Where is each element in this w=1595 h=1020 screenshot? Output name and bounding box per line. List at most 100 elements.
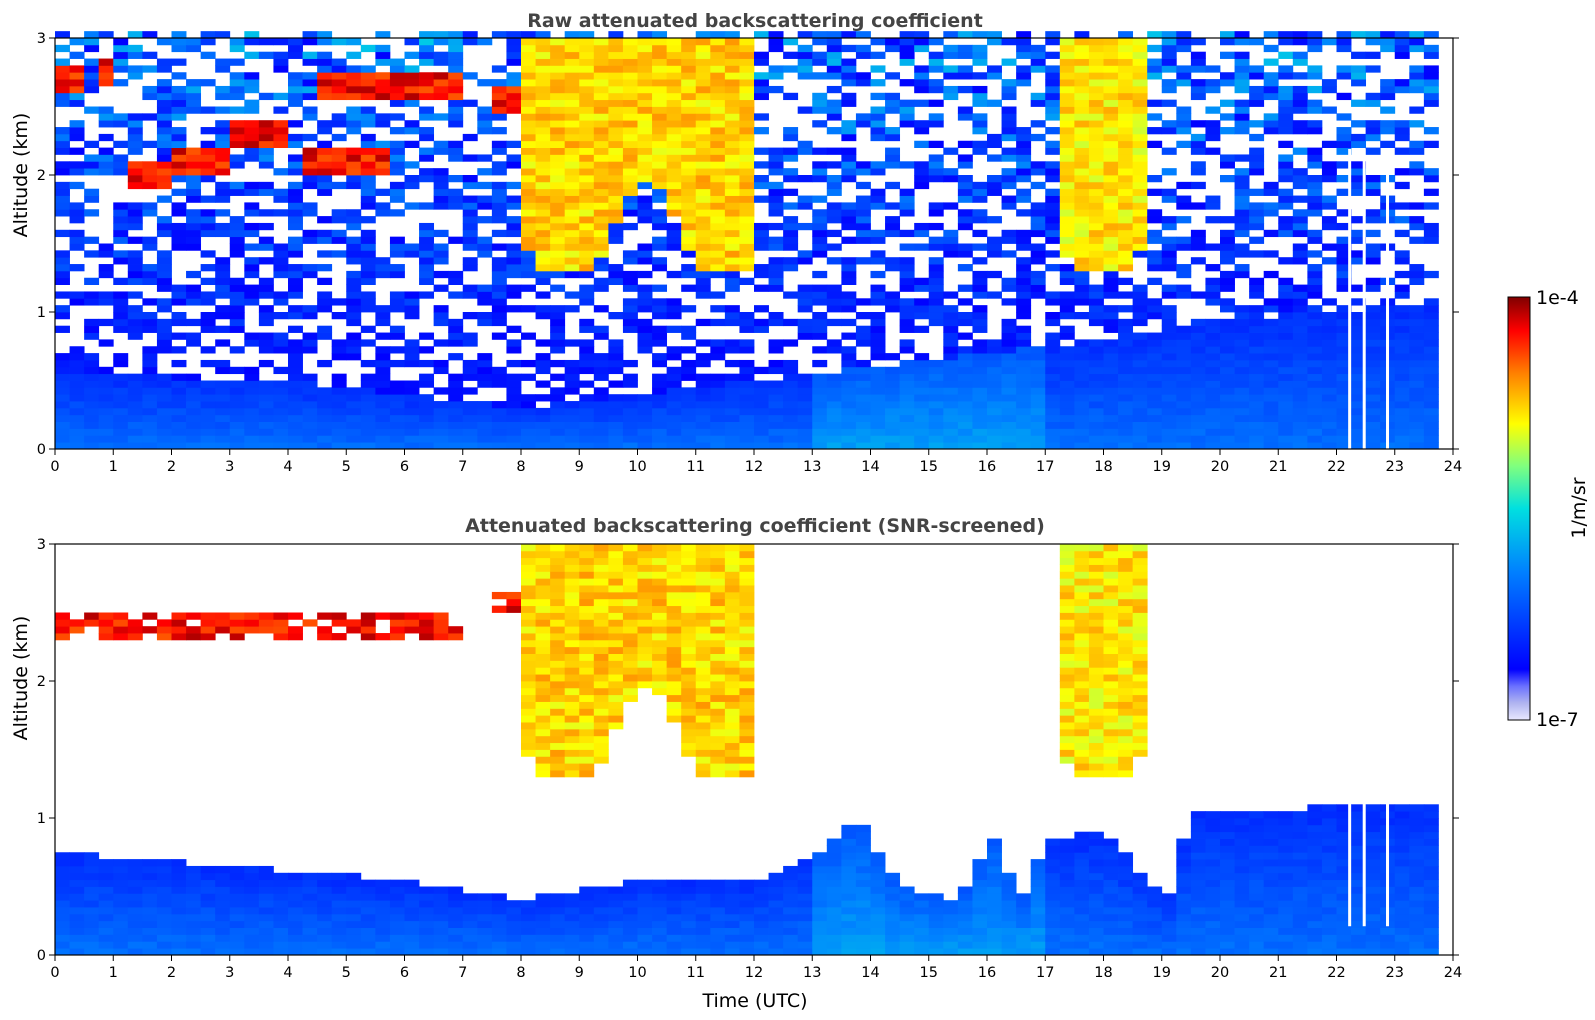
raw-heatmap-cell <box>375 31 391 39</box>
raw-heatmap-cell <box>914 401 930 409</box>
raw-heatmap-cell <box>957 85 973 94</box>
raw-heatmap-cell <box>273 58 289 66</box>
screened-heatmap-cell <box>579 756 595 764</box>
raw-heatmap-cell <box>797 421 813 429</box>
screened-heatmap-cell <box>448 626 464 634</box>
raw-heatmap-cell <box>608 92 624 101</box>
raw-heatmap-cell <box>1190 161 1206 169</box>
raw-heatmap-cell <box>1292 250 1308 258</box>
screened-heatmap-cell <box>171 900 187 908</box>
raw-heatmap-cell <box>156 85 172 94</box>
raw-heatmap-cell <box>1220 38 1235 46</box>
raw-heatmap-cell <box>84 407 100 416</box>
raw-heatmap-cell <box>317 168 333 176</box>
raw-heatmap-cell <box>1016 394 1032 402</box>
raw-heatmap-cell <box>1307 325 1323 333</box>
raw-xtick-label: 7 <box>458 459 467 475</box>
raw-ytick-label: 0 <box>37 442 46 458</box>
raw-heatmap-cell <box>317 154 333 162</box>
raw-heatmap-cell <box>593 51 609 59</box>
screened-heatmap-cell <box>521 927 536 935</box>
raw-heatmap-cell <box>1220 305 1235 313</box>
raw-heatmap-cell <box>288 216 303 224</box>
raw-heatmap-cell <box>1190 257 1206 265</box>
raw-heatmap-cell <box>943 236 959 244</box>
screened-heatmap-cell <box>608 687 624 696</box>
raw-heatmap-cell <box>812 401 828 409</box>
screened-heatmap-cell <box>593 653 609 661</box>
raw-heatmap-cell <box>957 428 973 436</box>
raw-heatmap-cell <box>448 435 464 443</box>
raw-heatmap-cell <box>98 31 114 39</box>
screened-heatmap-cell <box>622 564 638 572</box>
raw-heatmap-cell <box>142 140 158 148</box>
raw-heatmap-cell <box>1423 44 1439 53</box>
raw-heatmap-cell <box>652 188 668 196</box>
raw-heatmap-cell <box>1249 373 1265 381</box>
raw-heatmap-cell <box>389 250 405 258</box>
raw-heatmap-cell <box>579 346 595 354</box>
raw-heatmap-cell <box>1190 181 1206 190</box>
raw-heatmap-cell <box>1118 147 1134 155</box>
raw-heatmap-cell <box>1030 222 1046 231</box>
raw-heatmap-cell <box>521 305 536 313</box>
raw-heatmap-cell <box>288 181 303 190</box>
raw-heatmap-cell <box>1074 154 1090 162</box>
screened-heatmap-cell <box>521 934 536 942</box>
screened-heatmap-cell <box>550 544 566 552</box>
raw-heatmap-cell <box>521 229 536 238</box>
raw-heatmap-cell <box>550 332 566 340</box>
raw-heatmap-cell <box>535 202 551 210</box>
raw-heatmap-cell <box>1292 298 1308 306</box>
raw-heatmap-cell <box>477 291 493 299</box>
raw-heatmap-cell <box>375 401 391 409</box>
raw-heatmap-cell <box>564 38 580 46</box>
raw-heatmap-cell <box>229 58 245 66</box>
raw-heatmap-cell <box>928 394 944 402</box>
screened-heatmap-cell <box>535 927 551 935</box>
raw-heatmap-cell <box>1074 106 1090 114</box>
raw-heatmap-cell <box>171 168 187 176</box>
raw-heatmap-cell <box>1263 353 1279 361</box>
raw-heatmap-cell <box>783 264 799 272</box>
raw-heatmap-cell <box>113 353 129 361</box>
raw-heatmap-cell <box>288 359 303 368</box>
raw-heatmap-cell <box>579 120 595 128</box>
raw-heatmap-cell <box>360 229 376 238</box>
raw-heatmap-cell <box>826 442 842 450</box>
raw-heatmap-cell <box>841 72 857 80</box>
raw-heatmap-cell <box>1409 339 1425 347</box>
screened-heatmap-cell <box>244 941 260 949</box>
raw-heatmap-cell <box>1394 147 1410 155</box>
raw-heatmap-cell <box>1132 44 1148 53</box>
raw-heatmap-cell <box>812 318 828 327</box>
raw-heatmap-cell <box>1088 257 1104 265</box>
raw-heatmap-cell <box>1336 305 1352 313</box>
raw-heatmap-cell <box>608 133 624 142</box>
screened-heatmap-cell <box>622 605 638 613</box>
raw-heatmap-cell <box>127 175 143 183</box>
screened-heatmap-cell <box>317 633 333 641</box>
screened-heatmap-cell <box>55 893 70 901</box>
raw-heatmap-cell <box>1147 366 1163 375</box>
raw-heatmap-cell <box>1059 401 1075 409</box>
screened-heatmap-cell <box>491 927 507 935</box>
raw-heatmap-cell <box>84 353 100 361</box>
raw-heatmap-cell <box>739 120 755 128</box>
screened-heatmap-cell <box>535 646 551 654</box>
raw-heatmap-cell <box>1161 51 1177 59</box>
raw-heatmap-cell <box>288 222 303 231</box>
raw-heatmap-cell <box>1321 312 1337 320</box>
raw-heatmap-cell <box>127 270 143 279</box>
raw-heatmap-cell <box>1132 366 1148 375</box>
raw-heatmap-cell <box>1088 353 1104 361</box>
raw-heatmap-cell <box>1409 380 1425 388</box>
raw-heatmap-cell <box>273 120 289 128</box>
raw-heatmap-cell <box>957 414 973 422</box>
raw-heatmap-cell <box>579 133 595 142</box>
raw-heatmap-cell <box>783 175 799 183</box>
raw-heatmap-cell <box>812 387 828 395</box>
raw-heatmap-cell <box>1234 318 1250 327</box>
raw-heatmap-cell <box>1103 264 1119 272</box>
raw-heatmap-cell <box>1001 407 1017 416</box>
